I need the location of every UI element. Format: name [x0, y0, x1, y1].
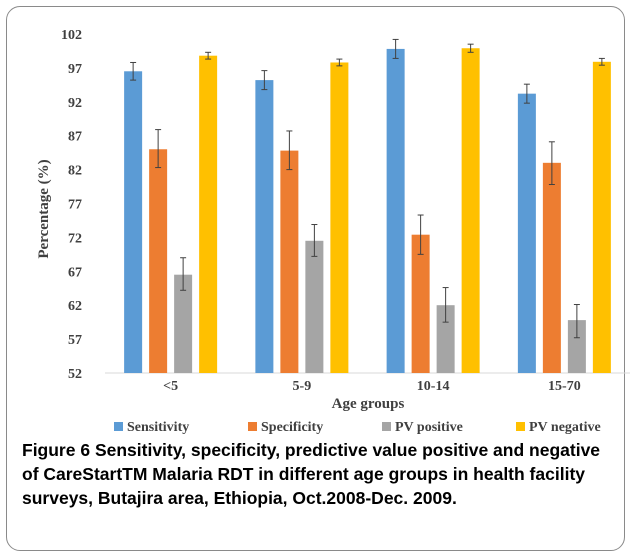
legend-label: PV negative — [529, 420, 601, 435]
legend-label: Specificity — [261, 420, 323, 435]
y-tick-label: 57 — [68, 333, 82, 348]
y-tick-label: 92 — [68, 96, 82, 111]
legend-label: Sensitivity — [127, 420, 189, 435]
caption-text: Sensitivity, specificity, predictive val… — [22, 440, 601, 508]
bar — [567, 320, 586, 373]
bar-group — [386, 38, 480, 373]
x-axis: <5 5-9 10-14 15-70 — [163, 379, 581, 394]
legend-item: Specificity — [248, 420, 323, 435]
x-tick-label: <5 — [163, 379, 178, 394]
y-tick-label: 52 — [68, 367, 82, 382]
legend-swatch — [516, 422, 525, 431]
bar — [592, 61, 611, 373]
bar — [255, 80, 274, 373]
y-tick-label: 72 — [68, 231, 82, 246]
x-tick-label: 5-9 — [293, 379, 312, 394]
y-tick-label: 82 — [68, 164, 82, 179]
bar — [517, 93, 536, 373]
bar — [305, 240, 324, 373]
bar — [330, 62, 349, 373]
legend-swatch — [382, 422, 391, 431]
bar — [149, 149, 168, 373]
figure-label: Figure 6 — [22, 440, 91, 460]
bar — [411, 234, 430, 373]
bar-group — [255, 58, 349, 373]
bar — [436, 305, 455, 373]
bar-group — [517, 57, 611, 373]
bar-groups — [124, 38, 611, 374]
legend: Sensitivity Specificity PV positive PV nega… — [114, 420, 601, 435]
y-tick-label: 102 — [61, 28, 82, 43]
y-axis-label: Percentage (%) — [36, 159, 52, 258]
y-tick-label: 62 — [68, 299, 82, 314]
y-tick-label: 97 — [68, 62, 82, 77]
bar-group — [124, 51, 218, 374]
x-axis-label: Age groups — [332, 396, 405, 412]
legend-swatch — [248, 422, 257, 431]
bar — [386, 48, 405, 373]
y-tick-label: 67 — [68, 265, 82, 280]
y-tick-label: 87 — [68, 130, 82, 145]
legend-swatch — [114, 422, 123, 431]
x-tick-label: 10-14 — [417, 379, 450, 394]
y-tick-label: 77 — [68, 198, 82, 213]
bar — [542, 162, 561, 373]
legend-item: PV positive — [382, 420, 463, 435]
bar — [174, 274, 193, 373]
legend-item: PV negative — [516, 420, 601, 435]
legend-label: PV positive — [395, 420, 463, 435]
legend-item: Sensitivity — [114, 420, 189, 435]
y-axis: 52 57 62 67 72 77 82 87 92 97 102 — [61, 28, 82, 382]
bar — [461, 48, 480, 373]
figure-caption: Figure 6 Sensitivity, specificity, predi… — [22, 438, 618, 510]
bar — [124, 71, 143, 373]
bar — [199, 55, 218, 374]
bar — [280, 150, 299, 373]
x-tick-label: 15-70 — [548, 379, 581, 394]
